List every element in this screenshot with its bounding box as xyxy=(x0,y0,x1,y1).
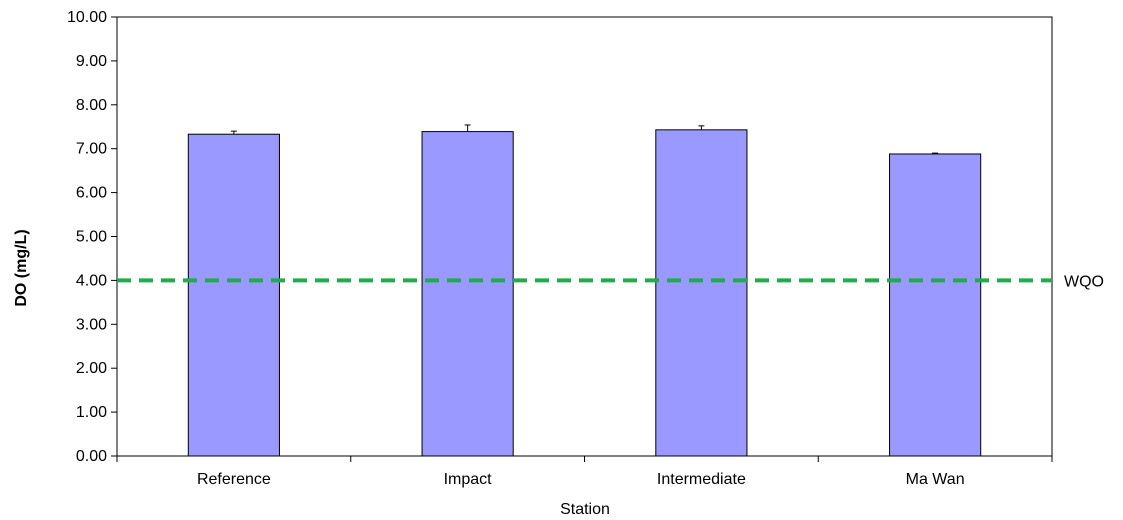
x-tick-label: Reference xyxy=(197,471,271,488)
y-tick-label: 4.00 xyxy=(76,272,107,289)
x-axis-title: Station xyxy=(560,501,610,518)
y-tick-label: 6.00 xyxy=(76,185,107,202)
y-tick-label: 1.00 xyxy=(76,404,107,421)
x-tick-label: Intermediate xyxy=(657,471,746,488)
plot-area: 0.00 1.00 2.00 3.00 4.00 5.00 6.00 7.00 8.00 9.00… xyxy=(67,9,1104,488)
bar xyxy=(187,133,280,457)
y-tick-label: 5.00 xyxy=(76,229,107,246)
y-tick-label: 9.00 xyxy=(76,53,107,70)
y-tick-label: 8.00 xyxy=(76,97,107,114)
x-tick-label: Ma Wan xyxy=(906,471,965,488)
y-tick-label: 10.00 xyxy=(67,9,107,26)
bar xyxy=(889,153,982,457)
y-axis-title: DO (mg/L) xyxy=(13,229,30,306)
y-tick-label: 3.00 xyxy=(76,316,107,333)
y-tick-label: 7.00 xyxy=(76,141,107,158)
wqo-label: WQO xyxy=(1064,273,1104,290)
bar xyxy=(421,131,514,457)
y-tick-label: 0.00 xyxy=(76,448,107,465)
x-tick-label: Impact xyxy=(444,471,493,488)
bar xyxy=(655,129,748,457)
y-tick-label: 2.00 xyxy=(76,360,107,377)
